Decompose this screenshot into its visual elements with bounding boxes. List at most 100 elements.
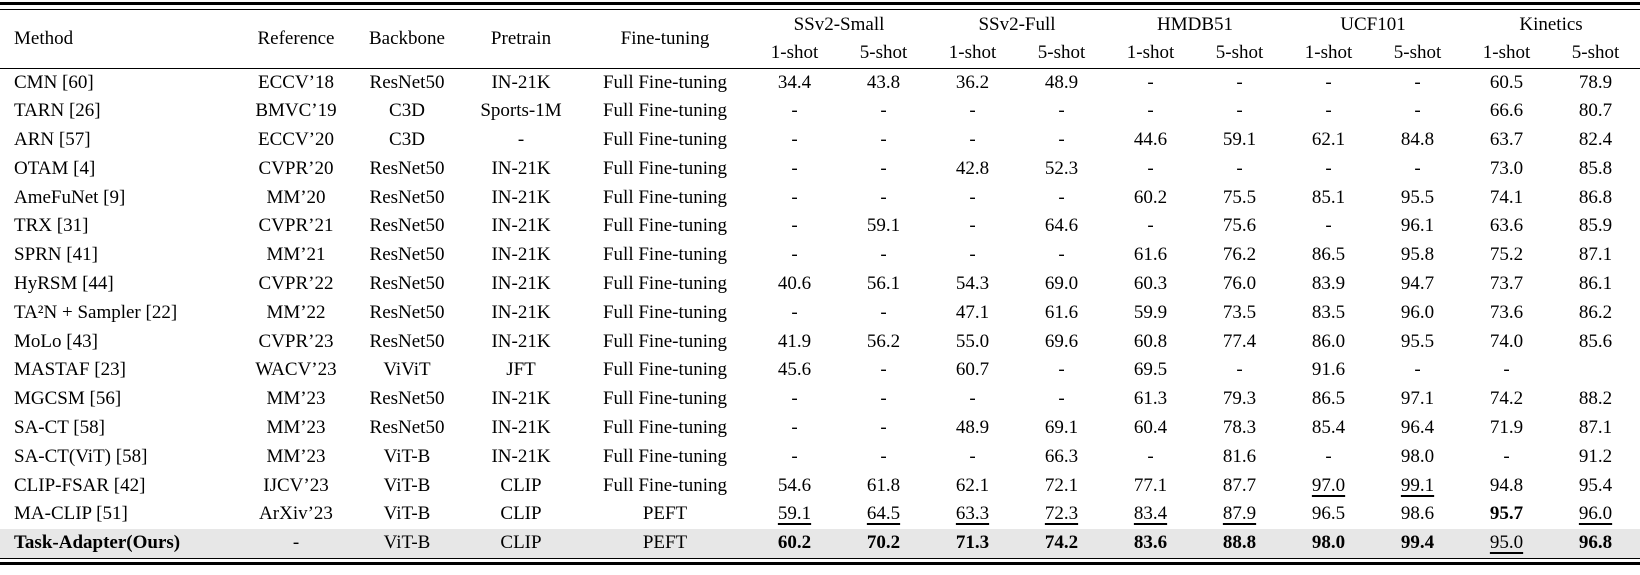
score-cell: 73.7 (1489, 272, 1524, 294)
finetuning-cell: Full Fine-tuning (602, 474, 728, 496)
score-cell: - (1325, 100, 1332, 122)
score-cell: 40.6 (777, 272, 812, 294)
method-cell: MASTAF [23] (14, 359, 126, 381)
table-row: TA²N + Sampler [22] MM’22 ResNet50 IN-21K Fu… (0, 298, 1640, 327)
finetuning-cell: Full Fine-tuning (602, 359, 728, 381)
score-cell: 45.6 (777, 359, 812, 381)
score-cell: 86.1 (1578, 272, 1613, 294)
finetuning-cell: Full Fine-tuning (602, 186, 728, 208)
method-cell: TA²N + Sampler [22] (14, 301, 178, 323)
method-cell: ARN [57] (14, 128, 91, 150)
score-cell: - (791, 244, 798, 266)
finetuning-cell: Full Fine-tuning (602, 272, 728, 294)
score-cell: - (1058, 100, 1065, 122)
pretrain-cell: CLIP (500, 532, 542, 554)
score-cell: 95.7 (1489, 503, 1524, 525)
score-cell: 74.2 (1044, 532, 1079, 554)
pretrain-cell: IN-21K (491, 244, 551, 266)
table-row: MASTAF [23] WACV’23 ViViT JFT Full Fine-tuni… (0, 356, 1640, 385)
score-cell: - (1414, 71, 1421, 93)
finetuning-cell: Full Fine-tuning (602, 301, 728, 323)
score-cell: 77.4 (1222, 330, 1257, 352)
score-cell: - (880, 301, 887, 323)
score-cell: 80.7 (1578, 100, 1613, 122)
backbone-cell: ResNet50 (369, 244, 445, 266)
score-cell: 36.2 (955, 71, 990, 93)
score-cell: - (791, 128, 798, 150)
group-header-row: Method Reference Backbone Pretrain Fine-… (0, 10, 1640, 69)
score-cell: 56.2 (866, 330, 901, 352)
score-cell: - (791, 416, 798, 438)
score-cell: 83.4 (1133, 503, 1168, 525)
score-cell: - (791, 445, 798, 467)
score-cell: 99.1 (1400, 474, 1435, 496)
score-cell: 62.1 (1311, 128, 1346, 150)
pretrain-cell: IN-21K (491, 416, 551, 438)
score-cell: 75.2 (1489, 244, 1524, 266)
score-cell: - (1058, 244, 1065, 266)
col-header-backbone: Backbone (352, 10, 462, 69)
score-cell: 56.1 (866, 272, 901, 294)
score-cell: - (880, 100, 887, 122)
pretrain-cell: JFT (506, 359, 536, 381)
score-cell: - (791, 186, 798, 208)
method-cell: TARN [26] (14, 100, 101, 122)
score-cell: 73.5 (1222, 301, 1257, 323)
score-cell: - (880, 244, 887, 266)
pretrain-cell: IN-21K (491, 445, 551, 467)
score-cell: 95.4 (1578, 474, 1613, 496)
score-cell: - (1147, 157, 1154, 179)
score-cell: 81.6 (1222, 445, 1257, 467)
score-cell: 95.8 (1400, 244, 1435, 266)
score-cell: 96.0 (1400, 301, 1435, 323)
method-cell: SA-CT(ViT) [58] (14, 445, 148, 467)
pretrain-cell: IN-21K (491, 272, 551, 294)
method-cell: MA-CLIP [51] (14, 503, 128, 525)
method-cell: CMN [60] (14, 71, 94, 93)
score-cell: 77.1 (1133, 474, 1168, 496)
score-cell: - (1058, 388, 1065, 410)
score-cell: 48.9 (955, 416, 990, 438)
score-cell: 82.4 (1578, 128, 1613, 150)
score-cell: - (791, 100, 798, 122)
score-cell: 54.3 (955, 272, 990, 294)
score-cell: 60.2 (777, 532, 812, 554)
method-cell: SA-CT [58] (14, 416, 105, 438)
backbone-cell: ResNet50 (369, 416, 445, 438)
score-cell: 87.7 (1222, 474, 1257, 496)
score-cell: 73.6 (1489, 301, 1524, 323)
table-row: SA-CT [58] MM’23 ResNet50 IN-21K Full Fine-t… (0, 414, 1640, 443)
pretrain-cell: IN-21K (491, 157, 551, 179)
finetuning-cell: Full Fine-tuning (602, 100, 728, 122)
reference-cell: - (292, 532, 300, 554)
score-cell: - (1058, 186, 1065, 208)
score-cell: 42.8 (955, 157, 990, 179)
table-row: HyRSM [44] CVPR’22 ResNet50 IN-21K Full Fine… (0, 270, 1640, 299)
score-cell: 69.6 (1044, 330, 1079, 352)
table-row: SA-CT(ViT) [58] MM’23 ViT-B IN-21K Full Fine… (0, 442, 1640, 471)
table-row: Task-Adapter(Ours) - ViT-B CLIP PEFT 60.2 70.2… (0, 528, 1640, 558)
subheader-kinetics-1shot: 1-shot (1462, 39, 1552, 69)
backbone-cell: ResNet50 (369, 186, 445, 208)
top-rule-thick (0, 2, 1640, 5)
backbone-cell: ViT-B (383, 503, 431, 525)
score-cell: - (1414, 157, 1421, 179)
reference-cell: CVPR’23 (258, 330, 334, 352)
score-cell: - (969, 186, 976, 208)
group-header-hmdb51: HMDB51 (1157, 13, 1234, 35)
score-cell: 94.7 (1400, 272, 1435, 294)
score-cell: 86.0 (1311, 330, 1346, 352)
subheader-hmdb51-5shot: 5-shot (1195, 39, 1285, 69)
score-cell: 96.5 (1311, 503, 1346, 525)
backbone-cell: ViViT (383, 359, 431, 381)
reference-cell: MM’23 (266, 416, 326, 438)
score-cell: 96.1 (1400, 215, 1435, 237)
score-cell: 87.1 (1578, 244, 1613, 266)
score-cell: - (791, 388, 798, 410)
score-cell: 74.1 (1489, 186, 1524, 208)
finetuning-cell: Full Fine-tuning (602, 416, 728, 438)
score-cell: 59.9 (1133, 301, 1168, 323)
score-cell: 98.6 (1400, 503, 1435, 525)
group-header-ssv2-small: SSv2-Small (793, 13, 885, 35)
